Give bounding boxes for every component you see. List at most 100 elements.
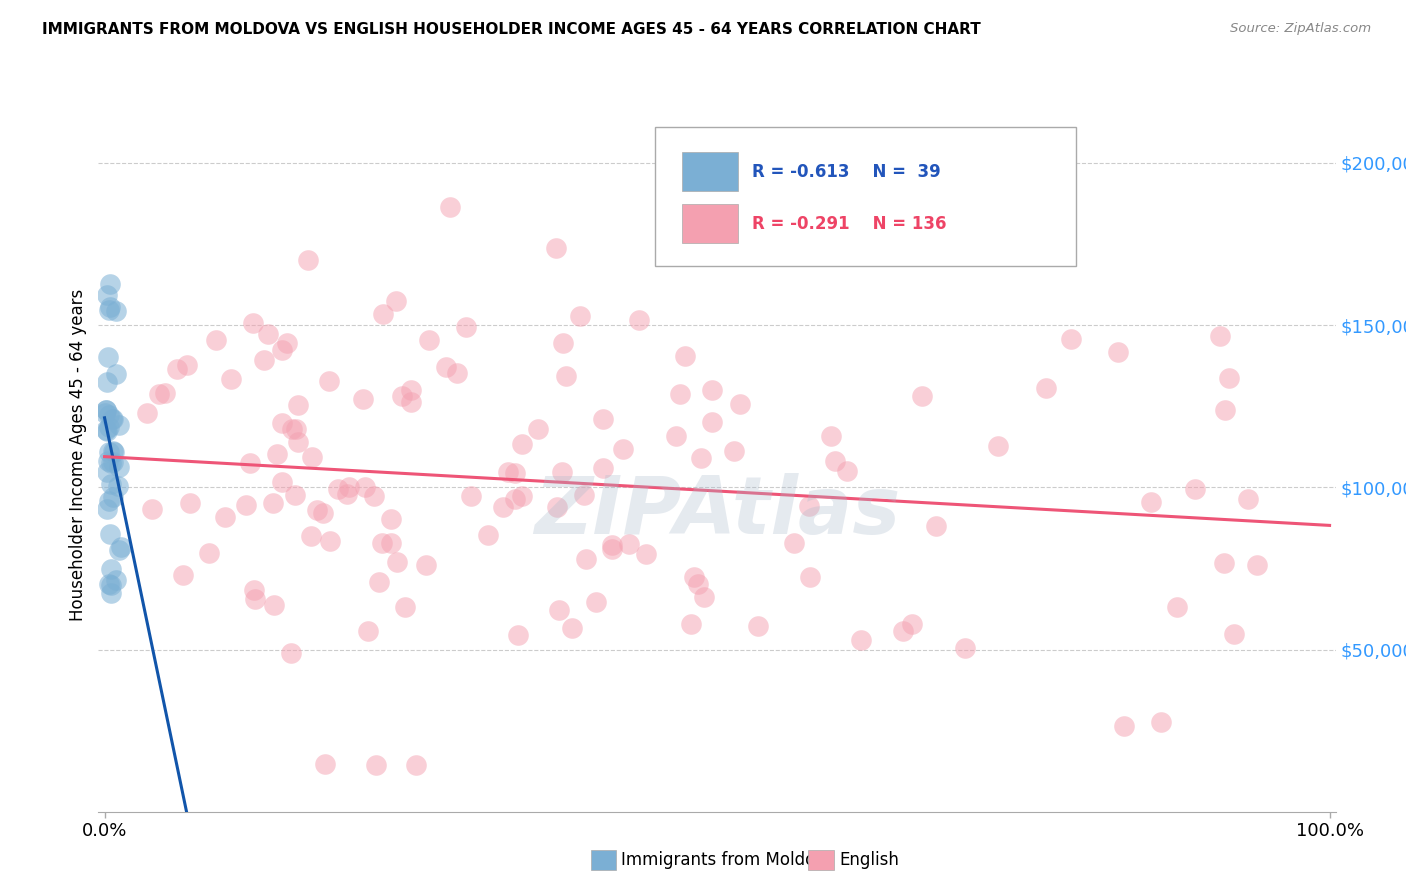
Point [110, 540, 132, 554]
Point [1218, 370, 1240, 384]
Point [460, 489, 482, 503]
Point [97, 577, 120, 591]
Point [911, 389, 934, 403]
Point [600, 542, 623, 557]
Point [297, 252, 319, 267]
Point [1140, 495, 1163, 509]
FancyBboxPatch shape [655, 127, 1076, 266]
Point [399, 394, 422, 409]
Point [299, 529, 322, 543]
Point [700, 383, 723, 397]
Point [141, 502, 163, 516]
Point [96, 288, 118, 302]
Point [747, 619, 769, 633]
Point [353, 480, 375, 494]
Point [380, 512, 402, 526]
Point [955, 641, 977, 656]
Point [364, 758, 387, 772]
Point [101, 443, 124, 458]
Point [569, 310, 592, 324]
Point [271, 416, 294, 430]
Point [508, 627, 530, 641]
Point [276, 336, 298, 351]
Point [730, 397, 752, 411]
Point [253, 352, 276, 367]
Point [585, 595, 607, 609]
Point [901, 616, 924, 631]
Point [176, 359, 198, 373]
Point [634, 547, 657, 561]
Point [551, 465, 574, 479]
Point [686, 577, 709, 591]
Point [103, 455, 125, 469]
Point [1035, 381, 1057, 395]
Point [96, 465, 118, 479]
Point [97, 445, 120, 459]
Point [100, 300, 122, 314]
Point [415, 558, 437, 572]
Point [669, 386, 692, 401]
Point [98, 419, 121, 434]
Point [100, 456, 122, 470]
Point [367, 574, 389, 589]
Point [100, 476, 122, 491]
Point [439, 200, 461, 214]
Point [673, 349, 696, 363]
Point [242, 316, 264, 330]
Point [135, 406, 157, 420]
Point [280, 646, 302, 660]
Point [394, 600, 416, 615]
Point [612, 442, 634, 456]
Point [314, 756, 336, 771]
Point [373, 307, 395, 321]
Point [561, 621, 583, 635]
Point [319, 533, 342, 548]
Point [153, 385, 176, 400]
Point [97, 303, 120, 318]
Point [434, 360, 457, 375]
Point [98, 527, 121, 541]
Point [107, 479, 129, 493]
Point [799, 570, 821, 584]
Point [837, 464, 859, 478]
Point [270, 343, 292, 357]
Point [544, 241, 567, 255]
Point [243, 591, 266, 606]
Point [553, 335, 575, 350]
Point [305, 503, 328, 517]
Point [1236, 492, 1258, 507]
Bar [682, 203, 738, 243]
Point [510, 437, 533, 451]
Point [108, 543, 131, 558]
Point [262, 496, 284, 510]
Point [693, 590, 716, 604]
Point [987, 439, 1010, 453]
Point [198, 546, 221, 560]
Point [107, 417, 129, 432]
Point [97, 493, 120, 508]
Point [700, 415, 723, 429]
Point [783, 535, 806, 549]
Point [97, 454, 120, 468]
Point [336, 487, 359, 501]
Point [627, 313, 650, 327]
Point [418, 333, 440, 347]
Point [1059, 332, 1081, 346]
Point [318, 375, 340, 389]
Point [94, 403, 117, 417]
Point [266, 448, 288, 462]
Point [385, 555, 408, 569]
Point [572, 488, 595, 502]
Point [96, 424, 118, 438]
Text: R = -0.291    N = 136: R = -0.291 N = 136 [752, 215, 946, 233]
Point [820, 428, 842, 442]
Point [98, 409, 121, 423]
Point [405, 757, 427, 772]
Point [1213, 556, 1236, 570]
Point [446, 366, 468, 380]
Point [849, 632, 872, 647]
Text: ZIPAtlas: ZIPAtlas [534, 473, 900, 551]
Point [496, 465, 519, 479]
Point [527, 422, 550, 436]
Point [284, 488, 307, 502]
